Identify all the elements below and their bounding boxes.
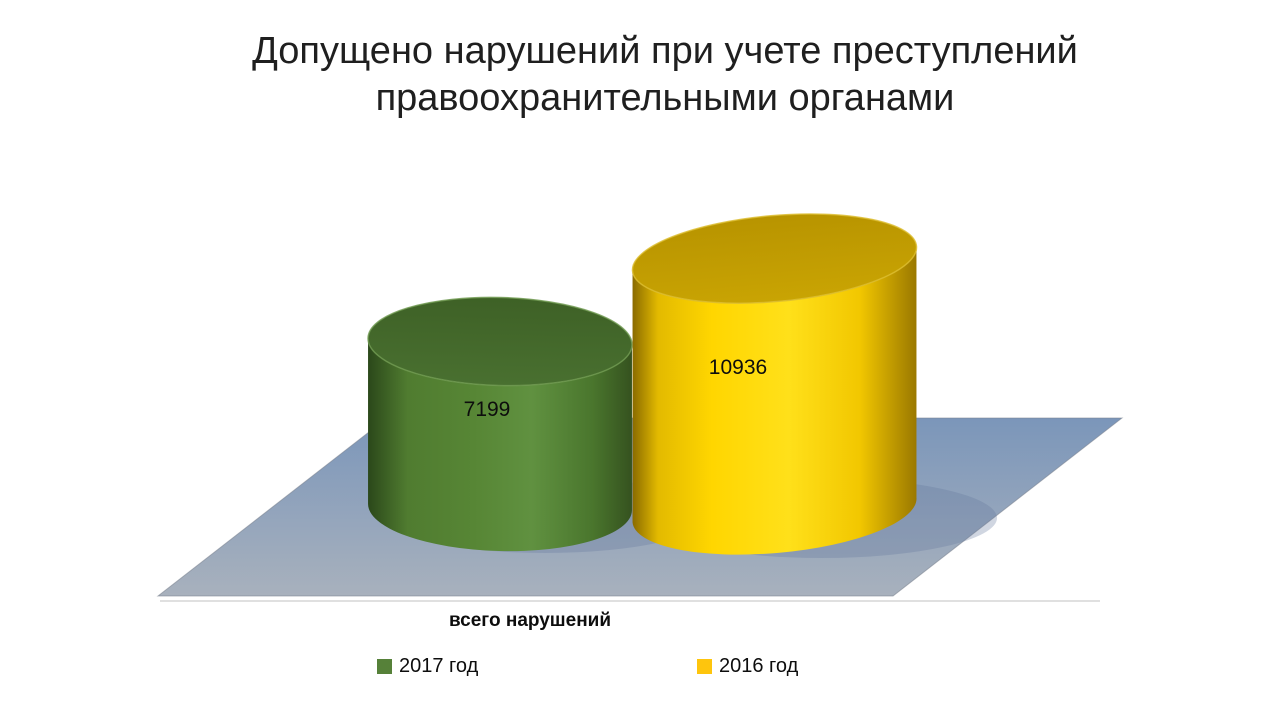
legend-item-2017: 2017 год [377, 655, 478, 678]
legend-swatch-2017-icon [377, 659, 392, 674]
legend-item-2016: 2016 год [697, 655, 798, 678]
value-label-2016: 10936 [708, 356, 768, 379]
category-axis-label: всего нарушений [448, 610, 612, 631]
legend-swatch-2016-icon [697, 659, 712, 674]
value-label-2017: 7199 [463, 398, 511, 421]
legend-label-2017: 2017 год [399, 655, 479, 677]
legend-label-2016: 2016 год [719, 655, 799, 677]
chart-title: Допущено нарушений при учете преступлени… [252, 30, 1078, 120]
